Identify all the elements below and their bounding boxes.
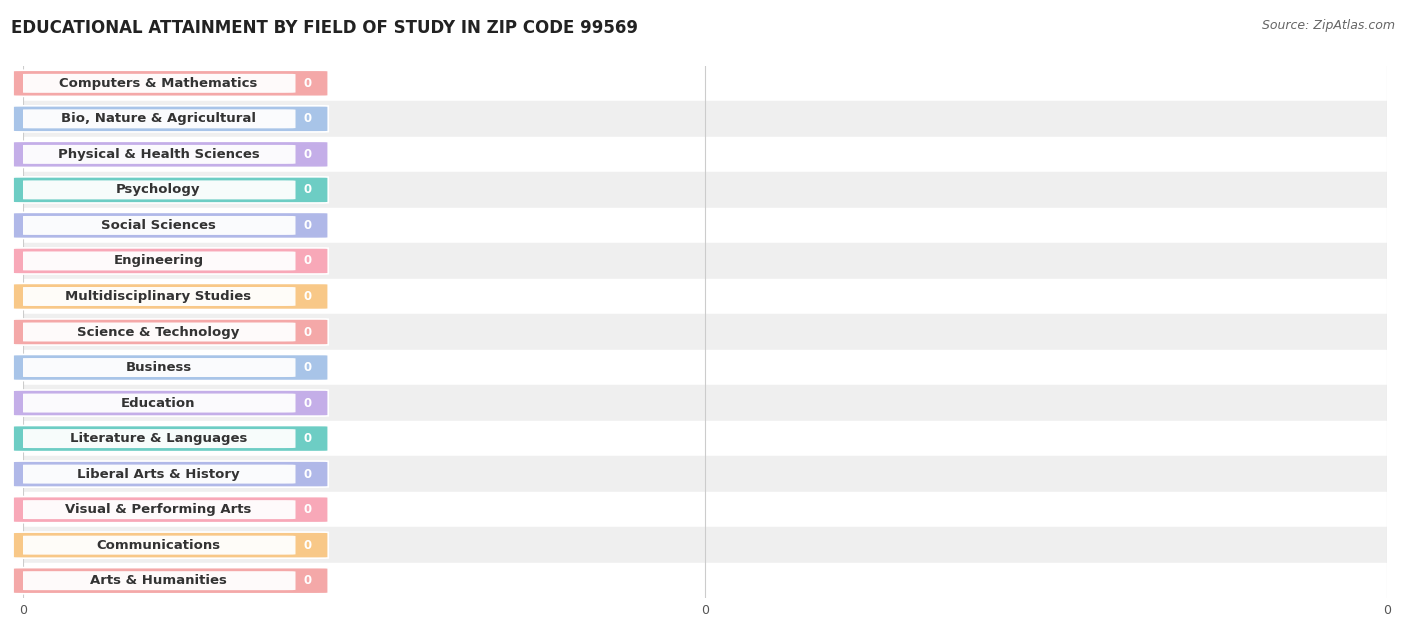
FancyBboxPatch shape	[13, 461, 328, 487]
FancyBboxPatch shape	[13, 497, 328, 523]
Text: 0: 0	[304, 503, 312, 516]
FancyBboxPatch shape	[13, 390, 328, 416]
Text: Source: ZipAtlas.com: Source: ZipAtlas.com	[1261, 19, 1395, 32]
Text: Education: Education	[121, 396, 195, 410]
Bar	[22, 421, 1386, 456]
FancyBboxPatch shape	[21, 252, 295, 270]
FancyBboxPatch shape	[21, 429, 295, 448]
Text: Science & Technology: Science & Technology	[77, 325, 239, 339]
Text: Psychology: Psychology	[117, 183, 201, 197]
FancyBboxPatch shape	[21, 571, 295, 590]
FancyBboxPatch shape	[21, 322, 295, 341]
Text: 0: 0	[304, 77, 312, 90]
Text: Literature & Languages: Literature & Languages	[70, 432, 247, 445]
Bar	[22, 314, 1386, 349]
FancyBboxPatch shape	[13, 212, 328, 238]
Text: 0: 0	[304, 574, 312, 587]
FancyBboxPatch shape	[13, 142, 328, 167]
Bar	[22, 137, 1386, 172]
Text: Multidisciplinary Studies: Multidisciplinary Studies	[65, 290, 252, 303]
FancyBboxPatch shape	[21, 536, 295, 555]
FancyBboxPatch shape	[21, 358, 295, 377]
FancyBboxPatch shape	[21, 216, 295, 235]
Text: Physical & Health Sciences: Physical & Health Sciences	[58, 148, 259, 161]
Text: 0: 0	[304, 183, 312, 197]
Bar	[22, 386, 1386, 421]
FancyBboxPatch shape	[13, 425, 328, 452]
Text: 0: 0	[304, 361, 312, 374]
FancyBboxPatch shape	[13, 248, 328, 274]
FancyBboxPatch shape	[13, 319, 328, 345]
FancyBboxPatch shape	[13, 355, 328, 380]
Text: Visual & Performing Arts: Visual & Performing Arts	[65, 503, 252, 516]
Text: 0: 0	[304, 432, 312, 445]
Text: 0: 0	[304, 219, 312, 232]
Bar	[22, 563, 1386, 599]
Text: Arts & Humanities: Arts & Humanities	[90, 574, 226, 587]
Bar	[22, 208, 1386, 243]
Text: 0: 0	[304, 255, 312, 267]
Bar	[22, 492, 1386, 527]
FancyBboxPatch shape	[21, 465, 295, 483]
Text: Communications: Communications	[97, 538, 221, 552]
Bar	[22, 172, 1386, 208]
Bar	[22, 527, 1386, 563]
FancyBboxPatch shape	[21, 74, 295, 93]
FancyBboxPatch shape	[13, 106, 328, 132]
FancyBboxPatch shape	[13, 532, 328, 558]
Text: 0: 0	[304, 396, 312, 410]
Text: 0: 0	[304, 538, 312, 552]
Text: Liberal Arts & History: Liberal Arts & History	[77, 468, 239, 480]
Bar	[22, 101, 1386, 137]
Bar	[22, 279, 1386, 314]
FancyBboxPatch shape	[13, 568, 328, 593]
FancyBboxPatch shape	[21, 145, 295, 164]
Text: Bio, Nature & Agricultural: Bio, Nature & Agricultural	[60, 112, 256, 125]
Text: Business: Business	[125, 361, 191, 374]
FancyBboxPatch shape	[21, 180, 295, 199]
Text: Engineering: Engineering	[114, 255, 204, 267]
FancyBboxPatch shape	[13, 177, 328, 203]
Text: Computers & Mathematics: Computers & Mathematics	[59, 77, 257, 90]
Text: 0: 0	[304, 290, 312, 303]
Text: 0: 0	[304, 148, 312, 161]
Bar	[22, 349, 1386, 386]
FancyBboxPatch shape	[21, 394, 295, 413]
FancyBboxPatch shape	[21, 109, 295, 128]
FancyBboxPatch shape	[21, 500, 295, 519]
Text: 0: 0	[304, 325, 312, 339]
FancyBboxPatch shape	[13, 283, 328, 310]
Bar	[22, 456, 1386, 492]
Text: EDUCATIONAL ATTAINMENT BY FIELD OF STUDY IN ZIP CODE 99569: EDUCATIONAL ATTAINMENT BY FIELD OF STUDY…	[11, 19, 638, 37]
Bar	[22, 66, 1386, 101]
FancyBboxPatch shape	[21, 287, 295, 306]
Text: Social Sciences: Social Sciences	[101, 219, 215, 232]
FancyBboxPatch shape	[13, 70, 328, 97]
Text: 0: 0	[304, 468, 312, 480]
Bar	[22, 243, 1386, 279]
Text: 0: 0	[304, 112, 312, 125]
